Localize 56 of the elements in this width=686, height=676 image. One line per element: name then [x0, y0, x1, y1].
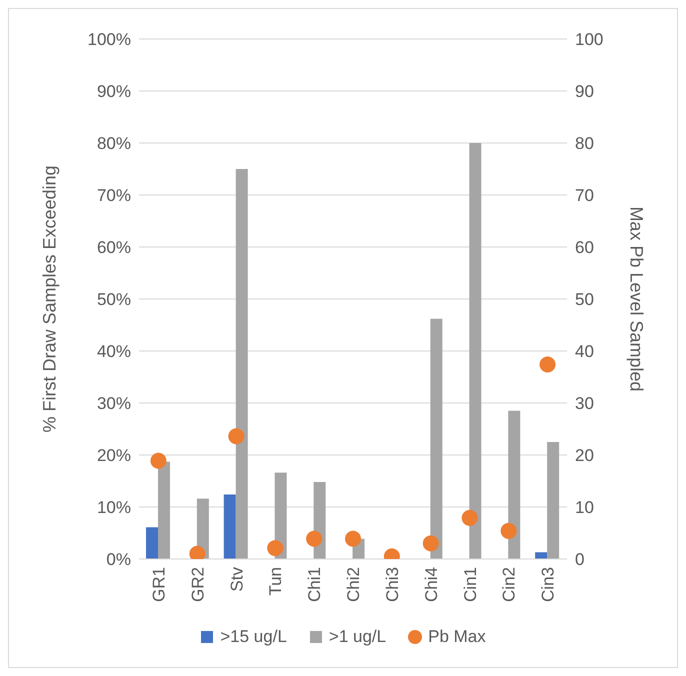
y2-axis-title: Max Pb Level Sampled [626, 206, 647, 392]
y-axis-title: % First Draw Samples Exceeding [39, 165, 60, 433]
legend-label: Pb Max [428, 627, 486, 647]
legend-label: >1 ug/L [328, 627, 386, 647]
y2-tick-label: 90 [575, 82, 594, 102]
bar [158, 462, 170, 559]
point [345, 530, 361, 547]
y-tick-label: 100% [88, 30, 131, 50]
y2-tick-label: 10 [575, 498, 594, 518]
y2-tick-label: 30 [575, 394, 594, 414]
point [150, 452, 166, 469]
y2-tick-label: 40 [575, 342, 594, 362]
y2-tick-label: 60 [575, 238, 594, 258]
x-tick-label: Chi2 [344, 567, 364, 602]
y-tick-label: 10% [96, 498, 131, 518]
bar [508, 410, 520, 559]
x-tick-label: Chi3 [382, 567, 402, 602]
x-tick-label: Chi4 [422, 567, 441, 602]
bar [535, 552, 548, 559]
x-tick-label: Chi1 [305, 567, 324, 602]
point [228, 428, 244, 444]
bar [547, 442, 560, 559]
y-tick-label: 60% [96, 238, 131, 258]
y2-tick-label: 20 [575, 446, 594, 466]
point [267, 540, 284, 556]
bar [430, 318, 442, 559]
y-tick-label: 0% [106, 550, 131, 570]
y-tick-label: 30% [96, 394, 131, 414]
y2-tick-label: 100 [575, 30, 604, 50]
point [540, 356, 556, 373]
point [462, 510, 478, 526]
point [306, 530, 322, 547]
point [422, 535, 439, 552]
bar [224, 494, 236, 559]
x-tick-label: Cin1 [460, 567, 480, 602]
bar [469, 143, 482, 559]
y-tick-label: 70% [96, 186, 131, 206]
y2-tick-label: 70 [575, 186, 594, 206]
y-tick-label: 80% [96, 134, 131, 154]
x-tick-label: Cin3 [538, 567, 558, 602]
x-tick-label: GR2 [188, 567, 208, 602]
x-tick-label: Stv [227, 566, 246, 592]
y2-tick-label: 0 [575, 550, 584, 570]
x-tick-label: Tun [266, 567, 286, 596]
y-tick-label: 50% [96, 290, 131, 310]
y-tick-label: 40% [96, 342, 131, 362]
y2-tick-label: 50 [575, 290, 594, 310]
y2-tick-label: 80 [575, 134, 594, 154]
legend-label: >15 ug/L [220, 627, 287, 647]
bar [146, 527, 158, 559]
y-tick-label: 90% [96, 82, 131, 102]
point [500, 522, 517, 539]
x-tick-label: GR1 [150, 567, 169, 602]
y-tick-label: 20% [96, 446, 131, 466]
bar [236, 169, 248, 559]
x-tick-label: Cin2 [500, 567, 519, 602]
